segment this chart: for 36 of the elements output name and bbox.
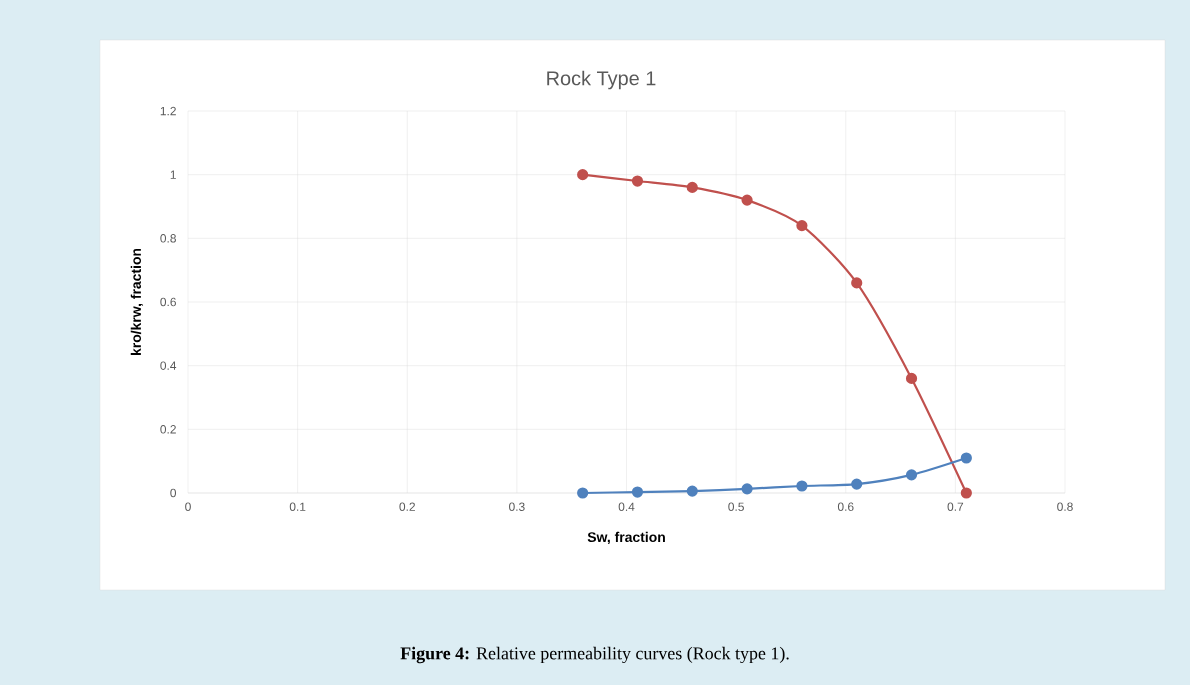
x-tick-label: 0.5 [728, 502, 744, 511]
y-tick-label: 1.2 [160, 106, 176, 116]
y-tick-label: 0.2 [160, 425, 176, 434]
y-tick-label: 0.6 [160, 297, 176, 307]
x-tick-label: 0.8 [1057, 502, 1073, 511]
point [905, 372, 918, 384]
point [851, 277, 863, 289]
x-tick-label: 0.3 [509, 502, 525, 511]
y-tick-label: 1 [170, 170, 176, 179]
point [905, 469, 918, 481]
point [631, 175, 644, 187]
x-tick-label: 0.7 [947, 502, 964, 511]
text: Figure 4: Relative permeability curves (Rock type 1). [400, 646, 789, 664]
point [796, 220, 808, 232]
x-tick-label: 0.6 [837, 502, 854, 511]
point [686, 485, 698, 497]
point [851, 478, 863, 490]
point [796, 480, 808, 492]
y-tick-label: 0.4 [160, 361, 177, 370]
x-tick-label: 0.1 [289, 502, 306, 511]
x-tick-label: 0.4 [618, 502, 635, 511]
y-axis-title: kro/krw, fraction [130, 248, 144, 356]
x-tick-label: 0.2 [399, 502, 415, 511]
y-tick-label: 0.8 [160, 234, 176, 243]
point [960, 487, 972, 499]
point [741, 483, 753, 495]
point [960, 452, 972, 464]
point [741, 194, 753, 206]
point [686, 181, 698, 193]
x-tick-label: 0 [185, 502, 191, 511]
y-tick-label: 0 [170, 488, 177, 498]
point [577, 487, 589, 499]
x-axis-title: Sw, fraction [587, 531, 665, 545]
point [577, 169, 589, 181]
point [631, 486, 644, 498]
chart-title: Rock Type 1 [547, 70, 656, 90]
